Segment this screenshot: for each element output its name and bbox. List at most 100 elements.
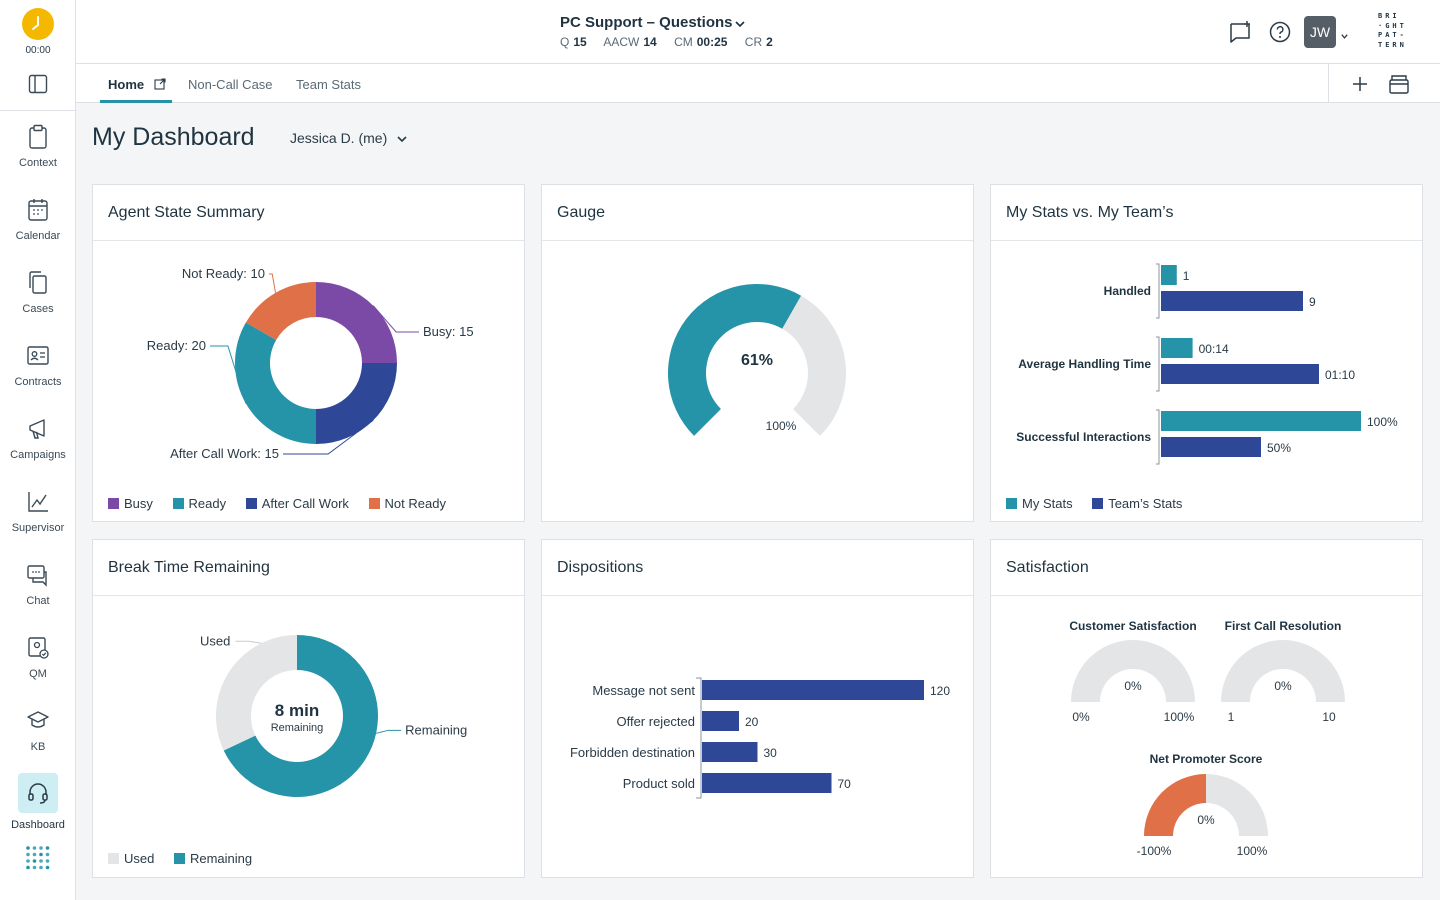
nav-label: Chat: [26, 595, 50, 607]
category-label: Successful Interactions: [1016, 430, 1151, 444]
clock-icon[interactable]: [22, 8, 54, 40]
chevron-down-icon: [734, 17, 746, 34]
agent-state-card: Agent State Summary Busy: 15 After Call W…: [92, 184, 525, 522]
nav-item-campaigns[interactable]: Campaigns: [0, 416, 76, 480]
leader-line: [269, 273, 276, 293]
satisfaction-card: Satisfaction Customer Satisfaction 0% 0% 10…: [990, 539, 1423, 878]
gauge-chart: 61% 100%: [667, 283, 846, 436]
nav-label: QM: [29, 668, 47, 680]
tab-team-stats[interactable]: Team Stats: [296, 77, 362, 92]
gauge-track: [1221, 640, 1345, 702]
stat-cm: CM 00:25: [674, 35, 728, 49]
nav-item-dashboard[interactable]: Dashboard: [0, 781, 76, 845]
data-label: Remaining: [405, 722, 467, 737]
tab-non-call-case[interactable]: Non-Call Case: [188, 77, 273, 92]
nav-item-kb[interactable]: KB: [0, 708, 76, 772]
add-icon[interactable]: [1350, 74, 1370, 99]
donut-slice-ready: [234, 322, 316, 444]
leader-line: [376, 729, 402, 734]
legend-swatch: [1092, 498, 1104, 509]
donut-slice-used: [216, 635, 297, 751]
data-label: Used: [200, 633, 230, 648]
group-bracket: [1156, 409, 1160, 465]
bar-value: 00:14: [1199, 342, 1229, 356]
legend-swatch: [368, 498, 380, 509]
bar-value: 100%: [1367, 415, 1398, 429]
panel-toggle-icon[interactable]: [28, 74, 48, 99]
gauge-max-label: 10: [1322, 710, 1336, 724]
bar-value: 70: [838, 777, 852, 791]
legend-item-ready: Ready: [172, 496, 226, 511]
legend-swatch: [173, 853, 185, 864]
bar-value: 1: [1183, 269, 1190, 283]
gauge-value: 0%: [1197, 813, 1215, 827]
agent-state-legend: Busy Ready After Call Work Not Ready: [108, 496, 462, 511]
nav-item-contracts[interactable]: Contracts: [0, 343, 76, 407]
legend-item-not-ready: Not Ready: [368, 496, 446, 511]
break-time-legend: Used Remaining: [108, 851, 268, 866]
help-icon[interactable]: [1268, 20, 1292, 49]
chevron-down-icon[interactable]: [1340, 28, 1349, 46]
legend-item-busy: Busy: [108, 496, 153, 511]
legend-swatch: [1006, 498, 1017, 509]
tab-home[interactable]: Home: [108, 77, 166, 93]
graduation-cap-icon: [27, 711, 49, 728]
legend-item-used: Used: [108, 851, 154, 866]
card-title: Gauge: [557, 204, 606, 221]
bar: [702, 711, 739, 731]
axis-bracket: [696, 677, 702, 799]
stat-cr: CR 2: [744, 35, 773, 49]
gauge-fill: [1144, 774, 1206, 836]
card-title: Break Time Remaining: [108, 559, 270, 576]
tabs-bar: Home Non-Call Case Team Stats: [76, 64, 1440, 103]
nav-item-cases[interactable]: Cases: [0, 270, 76, 334]
bar-team-stats: [1161, 364, 1319, 384]
bar-value: 9: [1309, 295, 1316, 309]
legend-swatch: [172, 498, 184, 509]
category-label: Average Handling Time: [1018, 357, 1151, 371]
avatar[interactable]: JW: [1304, 16, 1336, 48]
gauge-value: 0%: [1274, 679, 1292, 693]
my-stats-bar-chart: Handled 1 9 Average Handling Time 00:14 01:10…: [1016, 263, 1398, 465]
stat-aacw: AACW 14: [603, 35, 657, 49]
apps-grid-icon[interactable]: [25, 845, 51, 876]
user-selector[interactable]: Jessica D. (me): [290, 130, 407, 146]
category-label: Product sold: [623, 776, 695, 791]
donut-slice-after-call-work: [316, 363, 397, 444]
gauge-title: First Call Resolution: [1225, 619, 1342, 633]
donut-slice-remaining: [223, 635, 378, 797]
nav-item-supervisor[interactable]: Supervisor: [0, 489, 76, 553]
external-link-icon[interactable]: [154, 78, 166, 93]
legend-swatch: [245, 498, 257, 509]
gauge-value: 61%: [741, 352, 773, 369]
gauge-min-label: 1: [1228, 710, 1235, 724]
bar: [702, 773, 832, 793]
gauge-track: [1071, 640, 1195, 702]
leader-line: [235, 640, 262, 644]
calendar-icon: [28, 199, 48, 221]
archive-icon[interactable]: [1388, 74, 1410, 99]
break-time-card: Break Time Remaining 8 min Remaining Remai…: [92, 539, 525, 878]
clipboard-icon: [29, 124, 47, 149]
gauge-min-label: 0%: [1072, 710, 1090, 724]
headset-icon: [28, 783, 48, 804]
announcement-icon[interactable]: [1228, 20, 1252, 49]
leader-line: [283, 419, 374, 455]
documents-icon: [29, 271, 47, 294]
nav-item-calendar[interactable]: Calendar: [0, 197, 76, 261]
gauge-max-label: 100%: [1237, 844, 1268, 858]
gauge-title: Net Promoter Score: [1150, 752, 1263, 766]
queue-selector[interactable]: PC Support – Questions: [560, 14, 745, 31]
legend-item-remaining: Remaining: [173, 851, 252, 866]
my-stats-card: My Stats vs. My Team’s Handled 1 9 Average …: [990, 184, 1423, 522]
nav-item-chat[interactable]: Chat: [0, 562, 76, 626]
nav-item-qm[interactable]: QM: [0, 635, 76, 699]
nav-label: Campaigns: [10, 449, 66, 461]
group-bracket: [1156, 263, 1160, 319]
category-label: Forbidden destination: [570, 745, 695, 760]
donut-slice-busy: [316, 282, 397, 363]
category-label: Message not sent: [592, 683, 695, 698]
nav-item-context[interactable]: Context: [0, 124, 76, 188]
gauge-min-label: -100%: [1137, 844, 1172, 858]
left-nav: 00:00 Context Calendar Cases Contracts C…: [0, 0, 76, 900]
